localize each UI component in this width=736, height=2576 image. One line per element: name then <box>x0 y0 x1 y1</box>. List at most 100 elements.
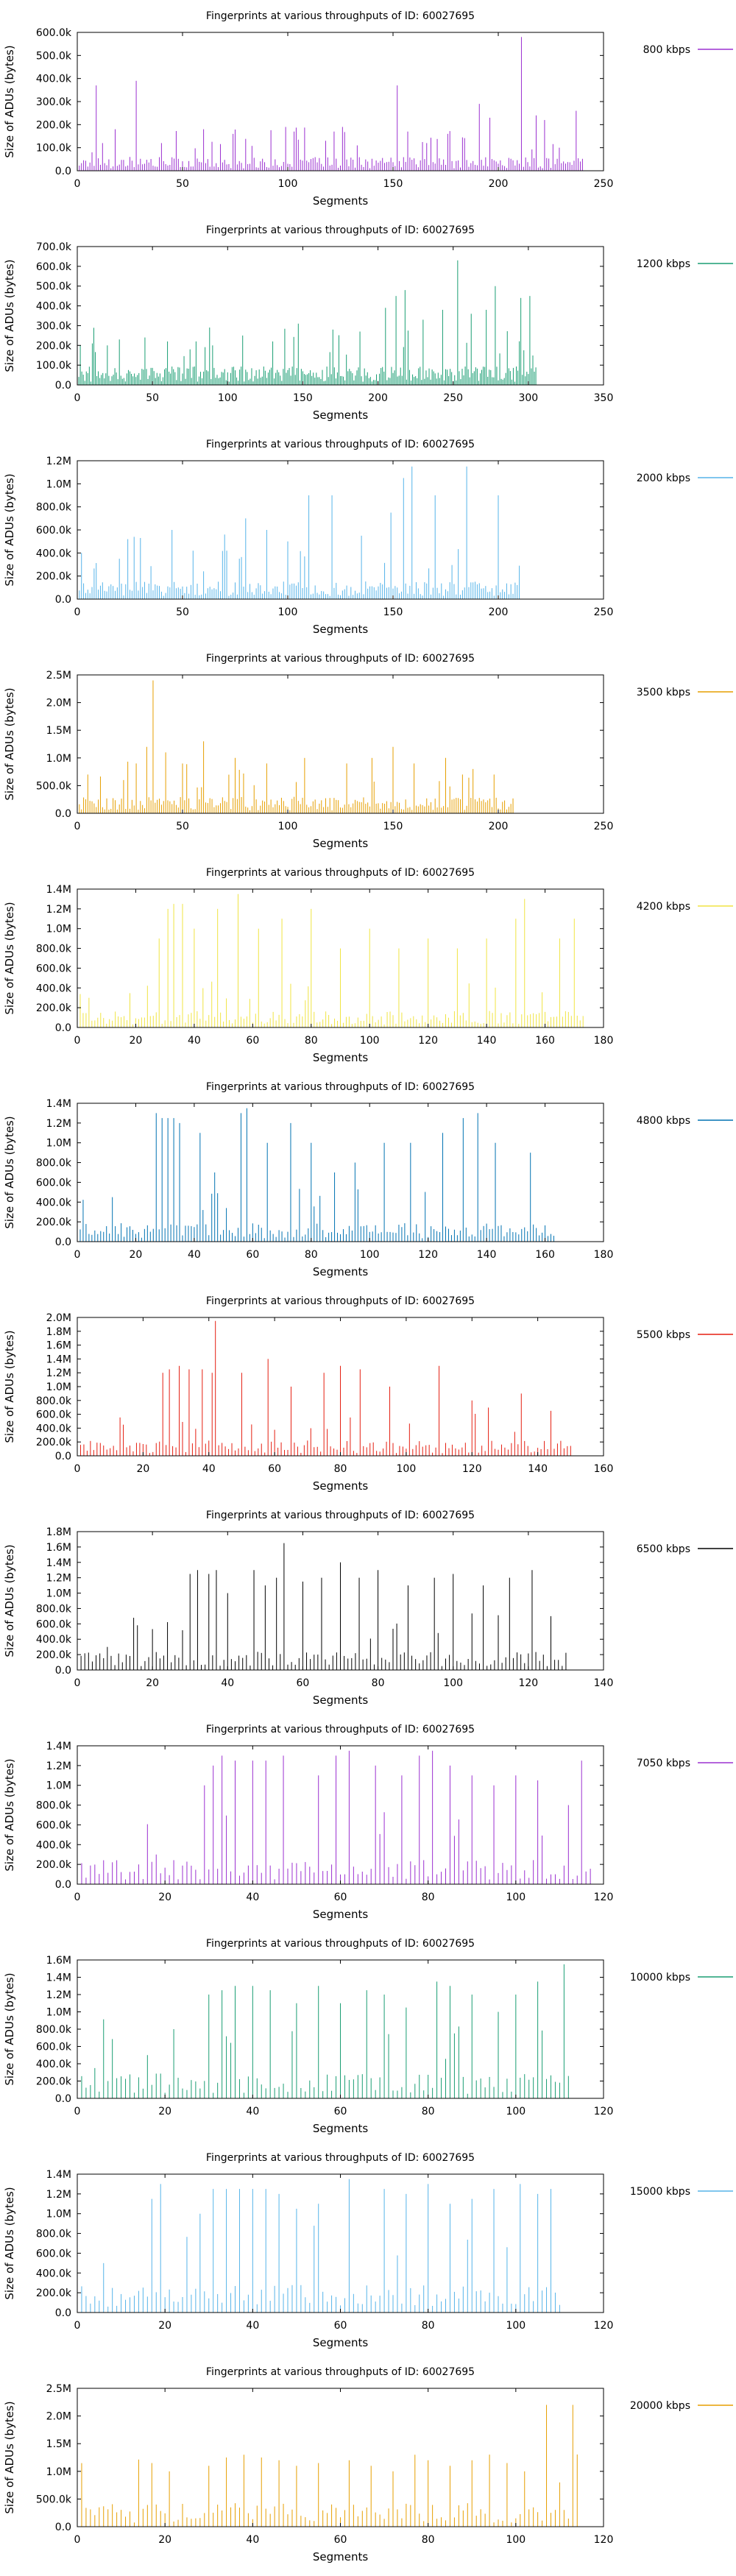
y-tick-label: 1.2M <box>46 2189 71 2201</box>
plot-frame <box>77 32 604 171</box>
y-tick-label: 400.0k <box>36 74 72 85</box>
x-tick-label: 350 <box>594 392 614 404</box>
y-tick-label: 500.0k <box>36 50 72 62</box>
y-tick-label: 1.8M <box>46 1526 71 1538</box>
y-tick-label: 0.0 <box>55 2093 71 2105</box>
x-tick-label: 100 <box>278 606 298 618</box>
y-tick-label: 1.2M <box>46 1761 71 1772</box>
x-axis-title: Segments <box>313 194 369 208</box>
y-tick-label: 200.0k <box>36 571 72 583</box>
chart-panel: Fingerprints at various throughputs of I… <box>3 1081 733 1278</box>
x-tick-label: 80 <box>305 1035 318 1047</box>
y-tick-label: 1.2M <box>46 456 71 467</box>
x-tick-label: 60 <box>246 1249 259 1261</box>
x-tick-label: 80 <box>422 2534 435 2546</box>
x-tick-label: 20 <box>130 1249 143 1261</box>
x-axis-title: Segments <box>313 2550 369 2563</box>
x-tick-label: 160 <box>594 1463 614 1475</box>
x-tick-label: 250 <box>594 178 614 190</box>
chart-panel: Fingerprints at various throughputs of I… <box>3 1510 733 1707</box>
y-axis-title: Size of ADUs (bytes) <box>3 473 16 586</box>
y-axis-title: Size of ADUs (bytes) <box>3 1758 16 1871</box>
x-tick-label: 40 <box>202 1463 216 1475</box>
chart-title: Fingerprints at various throughputs of I… <box>206 653 475 665</box>
bars-group <box>80 1543 567 1670</box>
legend-label: 4200 kbps <box>637 901 690 913</box>
y-tick-label: 800.0k <box>36 502 72 514</box>
y-tick-label: 1.4M <box>46 1098 71 1110</box>
x-tick-label: 20 <box>158 2534 171 2546</box>
x-tick-label: 100 <box>397 1463 417 1475</box>
y-tick-label: 1.0M <box>46 1780 71 1792</box>
y-tick-label: 600.0k <box>36 27 72 39</box>
bars-group <box>79 1320 571 1456</box>
bars-group <box>79 680 514 813</box>
x-tick-label: 100 <box>360 1035 380 1047</box>
y-tick-label: 800.0k <box>36 1603 72 1615</box>
y-axis-title: Size of ADUs (bytes) <box>3 1972 16 2085</box>
legend-label: 10000 kbps <box>630 1972 690 1984</box>
y-tick-label: 400.0k <box>36 2268 72 2279</box>
y-tick-label: 600.0k <box>36 1819 72 1831</box>
chart-panel: Fingerprints at various throughputs of I… <box>3 2366 733 2563</box>
x-tick-label: 120 <box>594 1892 614 1903</box>
bars-group <box>78 260 537 385</box>
x-tick-label: 120 <box>518 1677 538 1689</box>
x-tick-label: 140 <box>594 1677 614 1689</box>
x-tick-label: 0 <box>74 2534 81 2546</box>
y-tick-label: 400.0k <box>36 548 72 559</box>
y-tick-label: 1.5M <box>46 2438 71 2450</box>
y-tick-label: 200.0k <box>36 2287 72 2299</box>
y-tick-label: 600.0k <box>36 963 72 974</box>
x-tick-label: 20 <box>146 1677 159 1689</box>
y-tick-label: 0.0 <box>55 166 71 177</box>
x-tick-label: 40 <box>188 1035 201 1047</box>
y-tick-label: 1.6M <box>46 1955 71 1967</box>
y-tick-label: 1.0M <box>46 1138 71 1150</box>
chart-panel: Fingerprints at various throughputs of I… <box>3 653 733 850</box>
x-tick-label: 40 <box>246 2320 259 2332</box>
y-tick-label: 1.2M <box>46 1367 71 1379</box>
y-tick-label: 100.0k <box>36 360 72 372</box>
chart-title: Fingerprints at various throughputs of I… <box>206 1295 475 1307</box>
x-tick-label: 140 <box>477 1035 497 1047</box>
x-tick-label: 20 <box>158 2106 171 2117</box>
y-tick-label: 2.0M <box>46 2411 71 2423</box>
bars-group <box>81 1964 569 2098</box>
x-tick-label: 0 <box>74 2106 81 2117</box>
chart-panel: Fingerprints at various throughputs of I… <box>3 224 733 422</box>
x-axis-title: Segments <box>313 408 369 422</box>
y-tick-label: 200.0k <box>36 1649 72 1661</box>
y-tick-label: 1.0M <box>46 924 71 935</box>
y-tick-label: 1.4M <box>46 1354 71 1365</box>
x-tick-label: 80 <box>422 2320 435 2332</box>
y-tick-label: 200.0k <box>36 1002 72 1014</box>
x-tick-label: 40 <box>188 1249 201 1261</box>
plot-frame <box>77 246 604 386</box>
x-tick-label: 100 <box>443 1677 463 1689</box>
x-tick-label: 50 <box>176 606 189 618</box>
x-tick-label: 120 <box>594 2534 614 2546</box>
x-tick-label: 50 <box>176 821 189 832</box>
y-tick-label: 600.0k <box>36 2042 72 2053</box>
x-axis-title: Segments <box>313 1694 369 1707</box>
y-tick-label: 800.0k <box>36 2024 72 2036</box>
chart-title: Fingerprints at various throughputs of I… <box>206 2152 475 2164</box>
y-tick-label: 2.5M <box>46 2383 71 2395</box>
bars-group <box>79 37 583 171</box>
y-tick-label: 1.0M <box>46 2007 71 2019</box>
y-tick-label: 300.0k <box>36 96 72 108</box>
bars-group <box>81 2405 578 2527</box>
y-tick-label: 1.2M <box>46 1573 71 1585</box>
x-tick-label: 160 <box>535 1035 555 1047</box>
x-tick-label: 250 <box>594 821 614 832</box>
chart-panel: Fingerprints at various throughputs of I… <box>3 10 733 208</box>
legend-label: 5500 kbps <box>637 1329 690 1341</box>
chart-panel: Fingerprints at various throughputs of I… <box>3 439 733 636</box>
x-axis-title: Segments <box>313 1051 369 1064</box>
plot-frame <box>77 2173 604 2313</box>
y-tick-label: 1.4M <box>46 1557 71 1569</box>
y-tick-label: 0.0 <box>55 1665 71 1677</box>
y-axis-title: Size of ADUs (bytes) <box>3 1544 16 1657</box>
